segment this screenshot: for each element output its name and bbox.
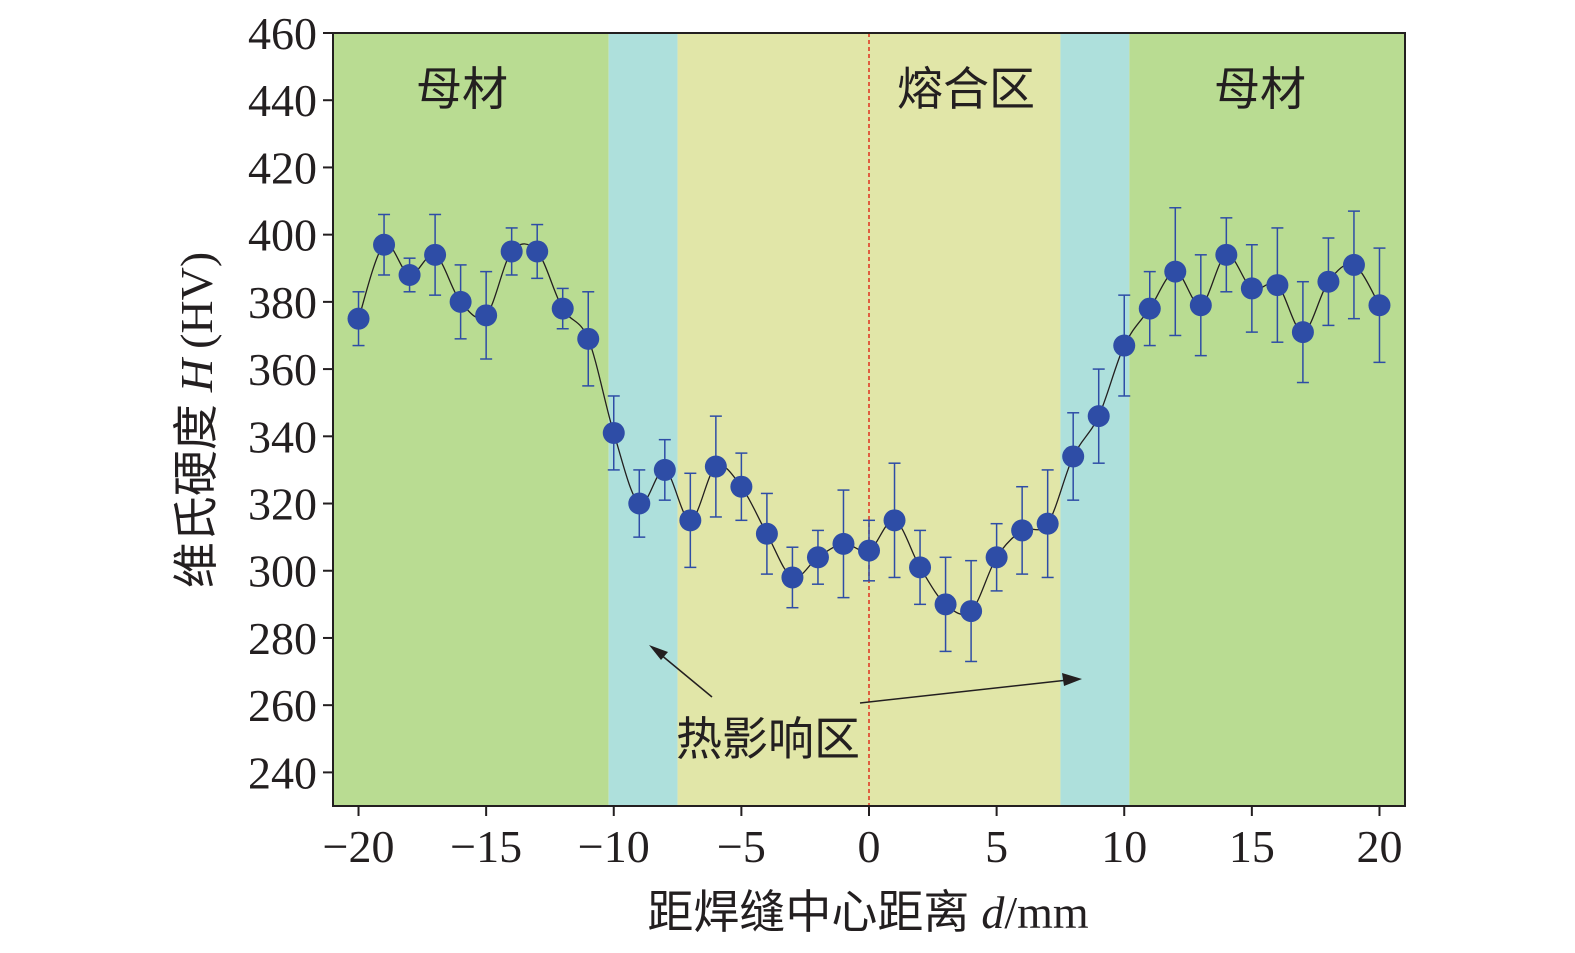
x-tick-label: 15 <box>1229 821 1275 872</box>
haz-arrow-left <box>649 645 713 698</box>
data-point[interactable] <box>551 297 574 320</box>
data-point[interactable] <box>960 600 983 623</box>
y-tick-label: 280 <box>248 613 317 664</box>
y-axis-title-text: 维氏硬度 <box>169 404 223 588</box>
y-ticks: 240 260 280 300 320 340 360 380 400 420 440 460 <box>248 8 333 798</box>
zone-label-base-left: 母材 <box>416 62 508 116</box>
data-point[interactable] <box>985 546 1008 569</box>
x-tick-label: 20 <box>1356 821 1402 872</box>
y-tick-label: 440 <box>248 75 317 126</box>
x-tick-label: 10 <box>1101 821 1147 872</box>
data-point[interactable] <box>1087 405 1110 428</box>
data-point[interactable] <box>781 566 804 589</box>
data-point[interactable] <box>577 327 600 350</box>
data-point[interactable] <box>883 509 906 532</box>
y-tick-label: 360 <box>248 344 317 395</box>
y-tick-label: 400 <box>248 210 317 261</box>
data-point[interactable] <box>398 263 421 286</box>
x-axis-var: d <box>981 887 1005 938</box>
zone-base-right <box>1129 33 1405 806</box>
x-tick-label: 5 <box>985 821 1008 872</box>
data-point[interactable] <box>373 233 396 256</box>
x-axis-title-text: 距焊缝中心距离 <box>647 885 969 939</box>
data-point[interactable] <box>1062 445 1085 468</box>
data-point[interactable] <box>1036 512 1059 535</box>
y-axis-unit: (HV) <box>171 252 222 349</box>
data-point[interactable] <box>1138 297 1161 320</box>
data-point[interactable] <box>1189 294 1212 317</box>
data-point[interactable] <box>449 290 472 313</box>
data-point[interactable] <box>1291 321 1314 344</box>
data-point[interactable] <box>1113 334 1136 357</box>
data-point[interactable] <box>1342 253 1365 276</box>
x-tick-label: 0 <box>858 821 881 872</box>
x-axis-unit: /mm <box>1004 887 1089 938</box>
data-point[interactable] <box>475 304 498 327</box>
zone-label-base-right: 母材 <box>1214 62 1306 116</box>
data-point[interactable] <box>347 307 370 330</box>
y-tick-label: 260 <box>248 680 317 731</box>
data-point[interactable] <box>679 509 702 532</box>
data-point[interactable] <box>806 546 829 569</box>
y-tick-label: 300 <box>248 546 317 597</box>
x-ticks: −20 −15 −10 −5 0 5 10 15 20 <box>323 806 1402 872</box>
data-point[interactable] <box>1368 294 1391 317</box>
y-tick-label: 420 <box>248 142 317 193</box>
data-point[interactable] <box>1266 274 1289 297</box>
data-point[interactable] <box>1317 270 1340 293</box>
y-axis-title: 维氏硬度 H (HV) <box>169 252 223 588</box>
data-point[interactable] <box>1011 519 1034 542</box>
y-tick-label: 340 <box>248 411 317 462</box>
data-point[interactable] <box>526 240 549 263</box>
data-point[interactable] <box>1215 243 1238 266</box>
zone-label-haz: 热影响区 <box>676 712 860 766</box>
data-point[interactable] <box>832 532 855 555</box>
data-point[interactable] <box>730 475 753 498</box>
y-tick-label: 380 <box>248 277 317 328</box>
x-tick-label: −5 <box>717 821 766 872</box>
zone-haz-left <box>608 33 678 806</box>
data-point[interactable] <box>755 522 778 545</box>
x-tick-label: −15 <box>450 821 522 872</box>
data-point[interactable] <box>858 539 880 562</box>
data-point[interactable] <box>500 240 523 263</box>
x-axis-title: 距焊缝中心距离 d/mm <box>647 885 1089 939</box>
y-tick-label: 240 <box>248 747 317 798</box>
data-point[interactable] <box>704 455 727 478</box>
data-point[interactable] <box>424 243 447 266</box>
y-axis-var: H <box>171 356 222 393</box>
y-tick-label: 460 <box>248 8 317 59</box>
data-point[interactable] <box>628 492 651 515</box>
data-point[interactable] <box>1164 260 1187 283</box>
haz-arrow-right <box>859 673 1082 704</box>
zone-label-fusion: 熔合区 <box>897 62 1035 116</box>
x-tick-label: −20 <box>323 821 395 872</box>
zone-bands <box>333 33 1405 806</box>
data-point[interactable] <box>909 556 932 579</box>
data-points <box>347 233 1391 623</box>
zone-base-left <box>333 33 609 806</box>
x-tick-label: −10 <box>578 821 650 872</box>
data-point[interactable] <box>934 593 957 616</box>
y-tick-label: 320 <box>248 479 317 530</box>
data-point[interactable] <box>653 458 676 481</box>
data-point[interactable] <box>602 421 625 444</box>
data-point[interactable] <box>1240 277 1263 300</box>
